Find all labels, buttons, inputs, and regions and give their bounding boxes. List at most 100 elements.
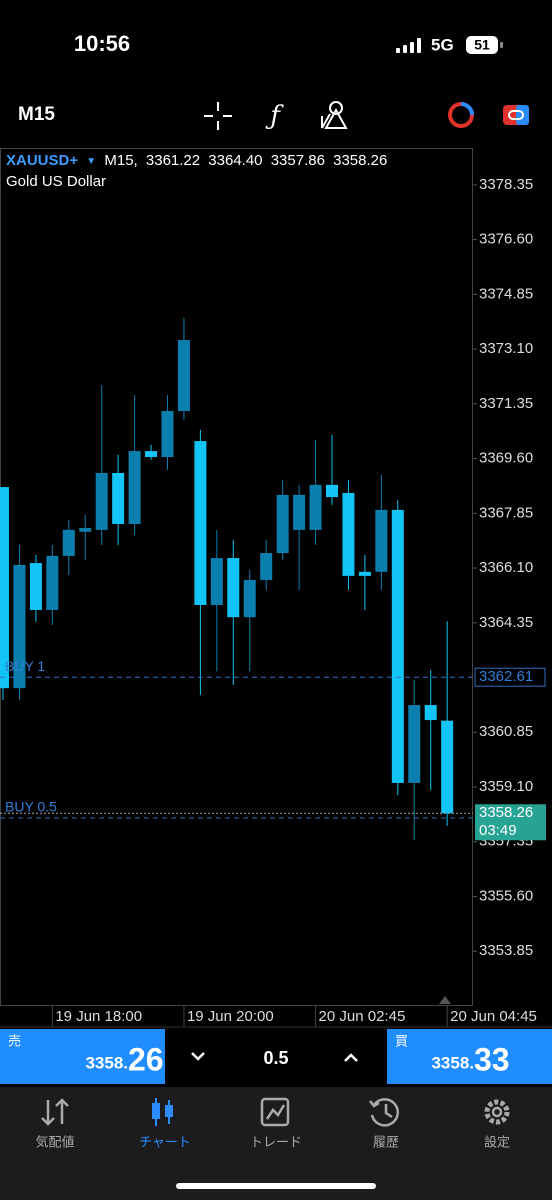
candle-body [342, 492, 355, 576]
x-tick-label: 20 Jun 02:45 [319, 1008, 406, 1025]
buy-price-main: 3358. [431, 1053, 474, 1072]
bar-timer: 03:49 [479, 822, 517, 839]
candle-body [424, 705, 437, 721]
battery-level: 51 [474, 37, 490, 53]
y-tick-label: 3373.10 [479, 340, 533, 357]
timeframe-button[interactable]: M15 [18, 104, 55, 125]
candle-body [309, 484, 322, 530]
candle-body [79, 528, 92, 532]
candle-body [112, 472, 125, 524]
x-tick-label: 19 Jun 18:00 [55, 1008, 142, 1025]
volume-up[interactable] [344, 1053, 358, 1062]
close-value: 3358.26 [333, 152, 387, 169]
separator: , [134, 152, 138, 169]
candle-body [260, 553, 273, 580]
candle-body [243, 579, 256, 618]
candle-body [227, 558, 240, 618]
y-tick-label: 3355.60 [479, 887, 533, 904]
home-indicator [176, 1183, 376, 1189]
order-label: BUY 0.5 [5, 799, 57, 815]
y-tick-label: 3376.60 [479, 231, 533, 248]
chart-icon[interactable] [152, 1098, 173, 1126]
buy-price-tail: 33 [474, 1041, 510, 1077]
indicator-button[interactable]: ƒ [265, 101, 284, 131]
candle-body [358, 571, 371, 576]
candle-body [95, 472, 108, 530]
candle-body [62, 529, 75, 556]
trade-signal-button[interactable] [448, 102, 474, 128]
candle-body [276, 494, 289, 554]
sell-button[interactable] [0, 1029, 165, 1084]
nav-label[interactable]: チャート [139, 1134, 191, 1149]
account-button[interactable] [503, 105, 529, 125]
crosshair-button[interactable] [204, 102, 232, 130]
y-tick-label: 3371.35 [479, 395, 533, 412]
chart-header: XAUUSD+ ▼ M15, 3361.22 3364.40 3357.86 3… [6, 152, 387, 169]
objects-button[interactable] [321, 101, 348, 129]
candle-body [145, 451, 158, 458]
y-tick-label: 3367.85 [479, 504, 533, 521]
open-value: 3361.22 [146, 152, 200, 169]
candle-body [375, 509, 388, 572]
y-tick-label: 3364.35 [479, 614, 533, 631]
price-label: 3358.26 [479, 804, 533, 821]
volume[interactable]: 0.5 [263, 1048, 288, 1068]
sell-price-tail: 26 [128, 1041, 164, 1077]
symbol-description: Gold US Dollar [6, 173, 106, 190]
high-value: 3364.40 [208, 152, 262, 169]
candle-body [326, 484, 338, 498]
settings-icon[interactable] [484, 1099, 510, 1125]
candle-body [293, 494, 306, 530]
x-tick-label: 20 Jun 04:45 [450, 1008, 537, 1025]
candle-body [128, 451, 141, 524]
order-price-box [474, 667, 546, 687]
trade-icon[interactable] [260, 1097, 290, 1127]
nav-label[interactable]: トレード [250, 1134, 302, 1149]
y-tick-label: 3359.10 [479, 778, 533, 795]
candle-body [441, 720, 454, 814]
low-value: 3357.86 [271, 152, 325, 169]
history-icon[interactable] [369, 1098, 399, 1127]
battery-tip [500, 42, 503, 48]
nav-bar [0, 1087, 552, 1200]
sell-price-main: 3358. [85, 1053, 128, 1072]
battery-icon [466, 36, 498, 54]
candle-body [161, 411, 174, 458]
volume-down[interactable] [191, 1052, 205, 1061]
clock: 10:56 [74, 31, 130, 56]
order-label: BUY 1 [5, 658, 45, 674]
buy-label: 買 [395, 1033, 408, 1048]
candle-body [210, 558, 223, 605]
buy-button[interactable] [387, 1029, 552, 1084]
candle-body [0, 487, 9, 689]
symbol-dropdown[interactable]: ▼ [86, 156, 96, 167]
candle-body [391, 509, 404, 783]
candle-body [194, 441, 207, 605]
scroll-end-icon[interactable] [439, 996, 451, 1004]
y-tick-label: 3360.85 [479, 723, 533, 740]
nav-label[interactable]: 設定 [484, 1134, 510, 1149]
symbol[interactable]: XAUUSD+ [6, 152, 78, 169]
candle-body [46, 555, 59, 610]
y-tick-label: 3369.60 [479, 450, 533, 467]
candle-body [29, 563, 42, 610]
candle-body [177, 340, 190, 412]
order-price: 3362.61 [479, 668, 533, 685]
price-box [475, 804, 546, 841]
chart: 3353.853355.603357.353359.103360.853364.… [0, 176, 546, 1027]
y-tick-label: 3366.10 [479, 559, 533, 576]
nav-label[interactable]: 気配値 [35, 1134, 74, 1149]
y-tick-label: 3378.35 [479, 176, 533, 193]
header-timeframe: M15 [104, 152, 133, 169]
quotes-icon[interactable] [41, 1098, 69, 1126]
x-tick-label: 19 Jun 20:00 [187, 1008, 274, 1025]
candle-body [13, 564, 26, 689]
sell-label: 売 [8, 1033, 21, 1048]
signal-icon [396, 38, 421, 53]
y-tick-label: 3374.85 [479, 285, 533, 302]
candle-body [408, 705, 421, 783]
network: 5G [431, 35, 454, 54]
nav-label[interactable]: 履歴 [373, 1134, 399, 1149]
